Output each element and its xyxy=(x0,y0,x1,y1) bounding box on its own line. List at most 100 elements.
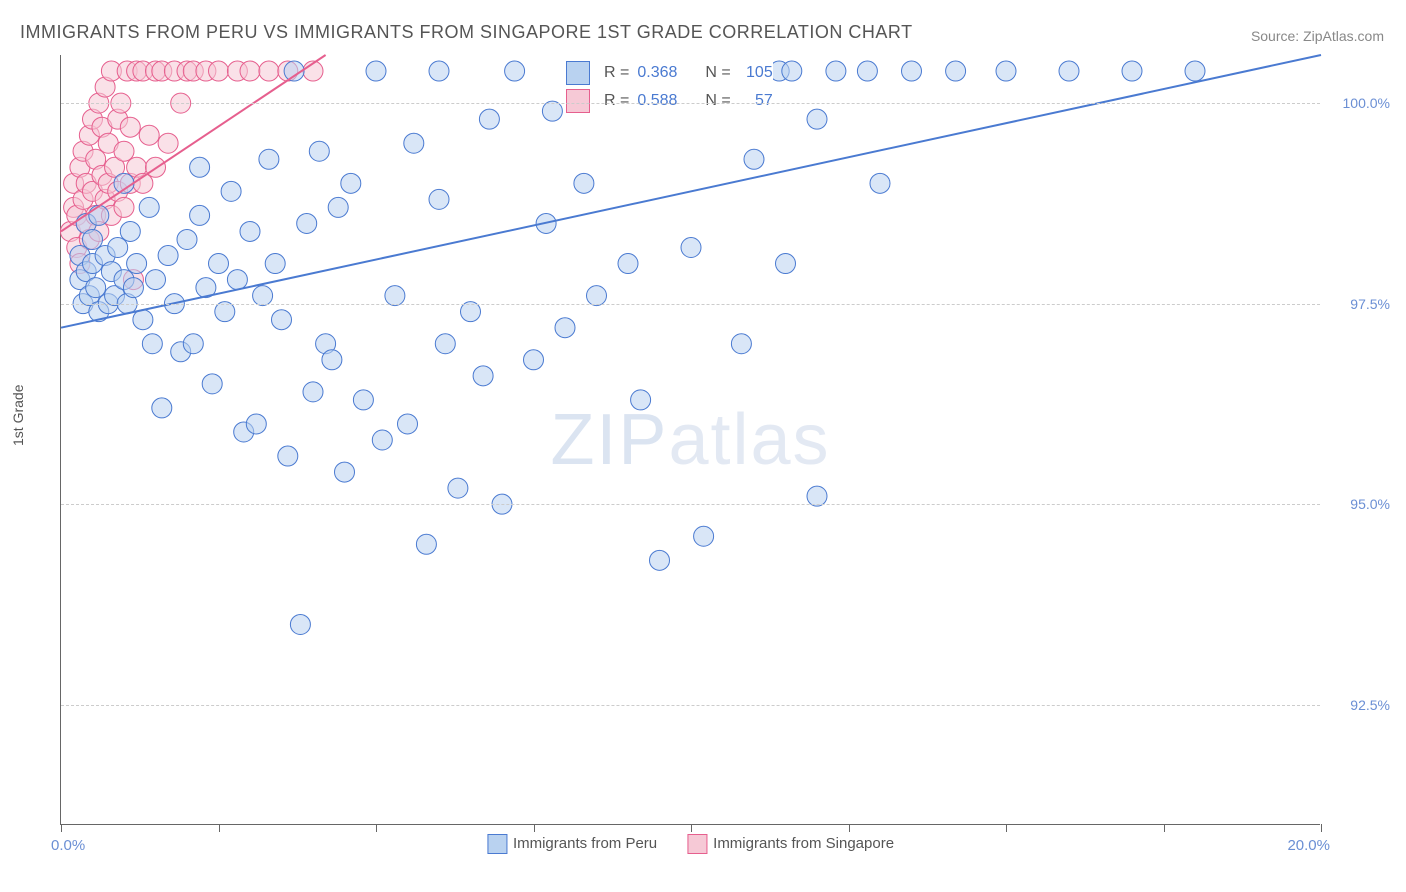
y-tick-label: 95.0% xyxy=(1350,496,1390,512)
point-series-a xyxy=(435,334,455,354)
point-series-a xyxy=(505,61,525,81)
legend-r-value: 0.588 xyxy=(637,87,677,115)
point-series-a xyxy=(398,414,418,434)
source-label: Source: xyxy=(1251,28,1303,44)
point-series-a xyxy=(385,286,405,306)
point-series-a xyxy=(303,382,323,402)
point-series-a xyxy=(139,197,159,217)
point-series-a xyxy=(448,478,468,498)
x-axis-max-label: 20.0% xyxy=(1287,837,1330,854)
legend-r-label: R = xyxy=(604,87,629,115)
point-series-a xyxy=(353,390,373,410)
legend-n-value: 105 xyxy=(739,59,773,87)
point-series-a xyxy=(650,550,670,570)
point-series-a xyxy=(240,221,260,241)
point-series-a xyxy=(429,61,449,81)
point-series-a xyxy=(158,246,178,266)
point-series-a xyxy=(416,534,436,554)
point-series-a xyxy=(123,278,143,298)
point-series-a xyxy=(309,141,329,161)
legend-item: Immigrants from Singapore xyxy=(687,834,894,854)
point-series-a xyxy=(83,229,103,249)
point-series-a xyxy=(479,109,499,129)
point-series-a xyxy=(731,334,751,354)
chart-svg xyxy=(61,55,1320,824)
point-series-b xyxy=(139,125,159,145)
legend-n-label: N = xyxy=(705,59,730,87)
point-series-a xyxy=(265,254,285,274)
point-series-a xyxy=(253,286,273,306)
x-tick xyxy=(1321,824,1322,832)
point-series-a xyxy=(215,302,235,322)
point-series-a xyxy=(574,173,594,193)
point-series-a xyxy=(278,446,298,466)
point-series-a xyxy=(372,430,392,450)
point-series-a xyxy=(290,614,310,634)
point-series-a xyxy=(524,350,544,370)
point-series-a xyxy=(133,310,153,330)
legend-item: Immigrants from Peru xyxy=(487,834,657,854)
x-tick xyxy=(1006,824,1007,832)
gridline xyxy=(61,705,1320,706)
point-series-a xyxy=(542,101,562,121)
legend-swatch xyxy=(687,834,707,854)
point-series-a xyxy=(322,350,342,370)
point-series-a xyxy=(826,61,846,81)
gridline xyxy=(61,304,1320,305)
point-series-a xyxy=(177,229,197,249)
point-series-a xyxy=(587,286,607,306)
legend-n-value: 57 xyxy=(739,87,773,115)
point-series-b xyxy=(114,197,134,217)
point-series-a xyxy=(341,173,361,193)
point-series-a xyxy=(259,149,279,169)
scatter-plot: ZIPatlas R =0.368N =105R =0.588N =57 0.0… xyxy=(60,55,1320,825)
point-series-a xyxy=(1122,61,1142,81)
point-series-a xyxy=(857,61,877,81)
x-tick xyxy=(849,824,850,832)
gridline xyxy=(61,103,1320,104)
point-series-a xyxy=(297,213,317,233)
point-series-a xyxy=(202,374,222,394)
point-series-a xyxy=(190,157,210,177)
point-series-a xyxy=(631,390,651,410)
point-series-b xyxy=(240,61,260,81)
y-axis-title: 1st Grade xyxy=(10,385,26,446)
point-series-a xyxy=(902,61,922,81)
point-series-a xyxy=(694,526,714,546)
point-series-a xyxy=(209,254,229,274)
legend-swatch xyxy=(566,89,590,113)
y-tick-label: 97.5% xyxy=(1350,296,1390,312)
point-series-a xyxy=(366,61,386,81)
legend-swatch xyxy=(487,834,507,854)
point-series-a xyxy=(1059,61,1079,81)
point-series-a xyxy=(221,181,241,201)
point-series-a xyxy=(108,238,128,258)
x-axis-min-label: 0.0% xyxy=(51,837,85,854)
x-tick xyxy=(1164,824,1165,832)
source-attribution: Source: ZipAtlas.com xyxy=(1251,28,1384,44)
point-series-a xyxy=(227,270,247,290)
point-series-a xyxy=(782,61,802,81)
point-series-a xyxy=(89,205,109,225)
point-series-a xyxy=(190,205,210,225)
point-series-a xyxy=(461,302,481,322)
point-series-b xyxy=(259,61,279,81)
x-tick xyxy=(691,824,692,832)
y-tick-label: 92.5% xyxy=(1350,697,1390,713)
legend-n-label: N = xyxy=(705,87,730,115)
point-series-a xyxy=(807,486,827,506)
x-tick xyxy=(534,824,535,832)
point-series-a xyxy=(152,398,172,418)
legend-label: Immigrants from Peru xyxy=(513,835,657,852)
point-series-a xyxy=(86,278,106,298)
legend-row: R = 0.588 N = 57 xyxy=(566,87,773,115)
legend-label: Immigrants from Singapore xyxy=(713,835,894,852)
point-series-a xyxy=(870,173,890,193)
point-series-b xyxy=(120,117,140,137)
point-series-a xyxy=(555,318,575,338)
point-series-a xyxy=(473,366,493,386)
point-series-a xyxy=(142,334,162,354)
point-series-a xyxy=(429,189,449,209)
point-series-b xyxy=(209,61,229,81)
source-link[interactable]: ZipAtlas.com xyxy=(1303,28,1384,44)
